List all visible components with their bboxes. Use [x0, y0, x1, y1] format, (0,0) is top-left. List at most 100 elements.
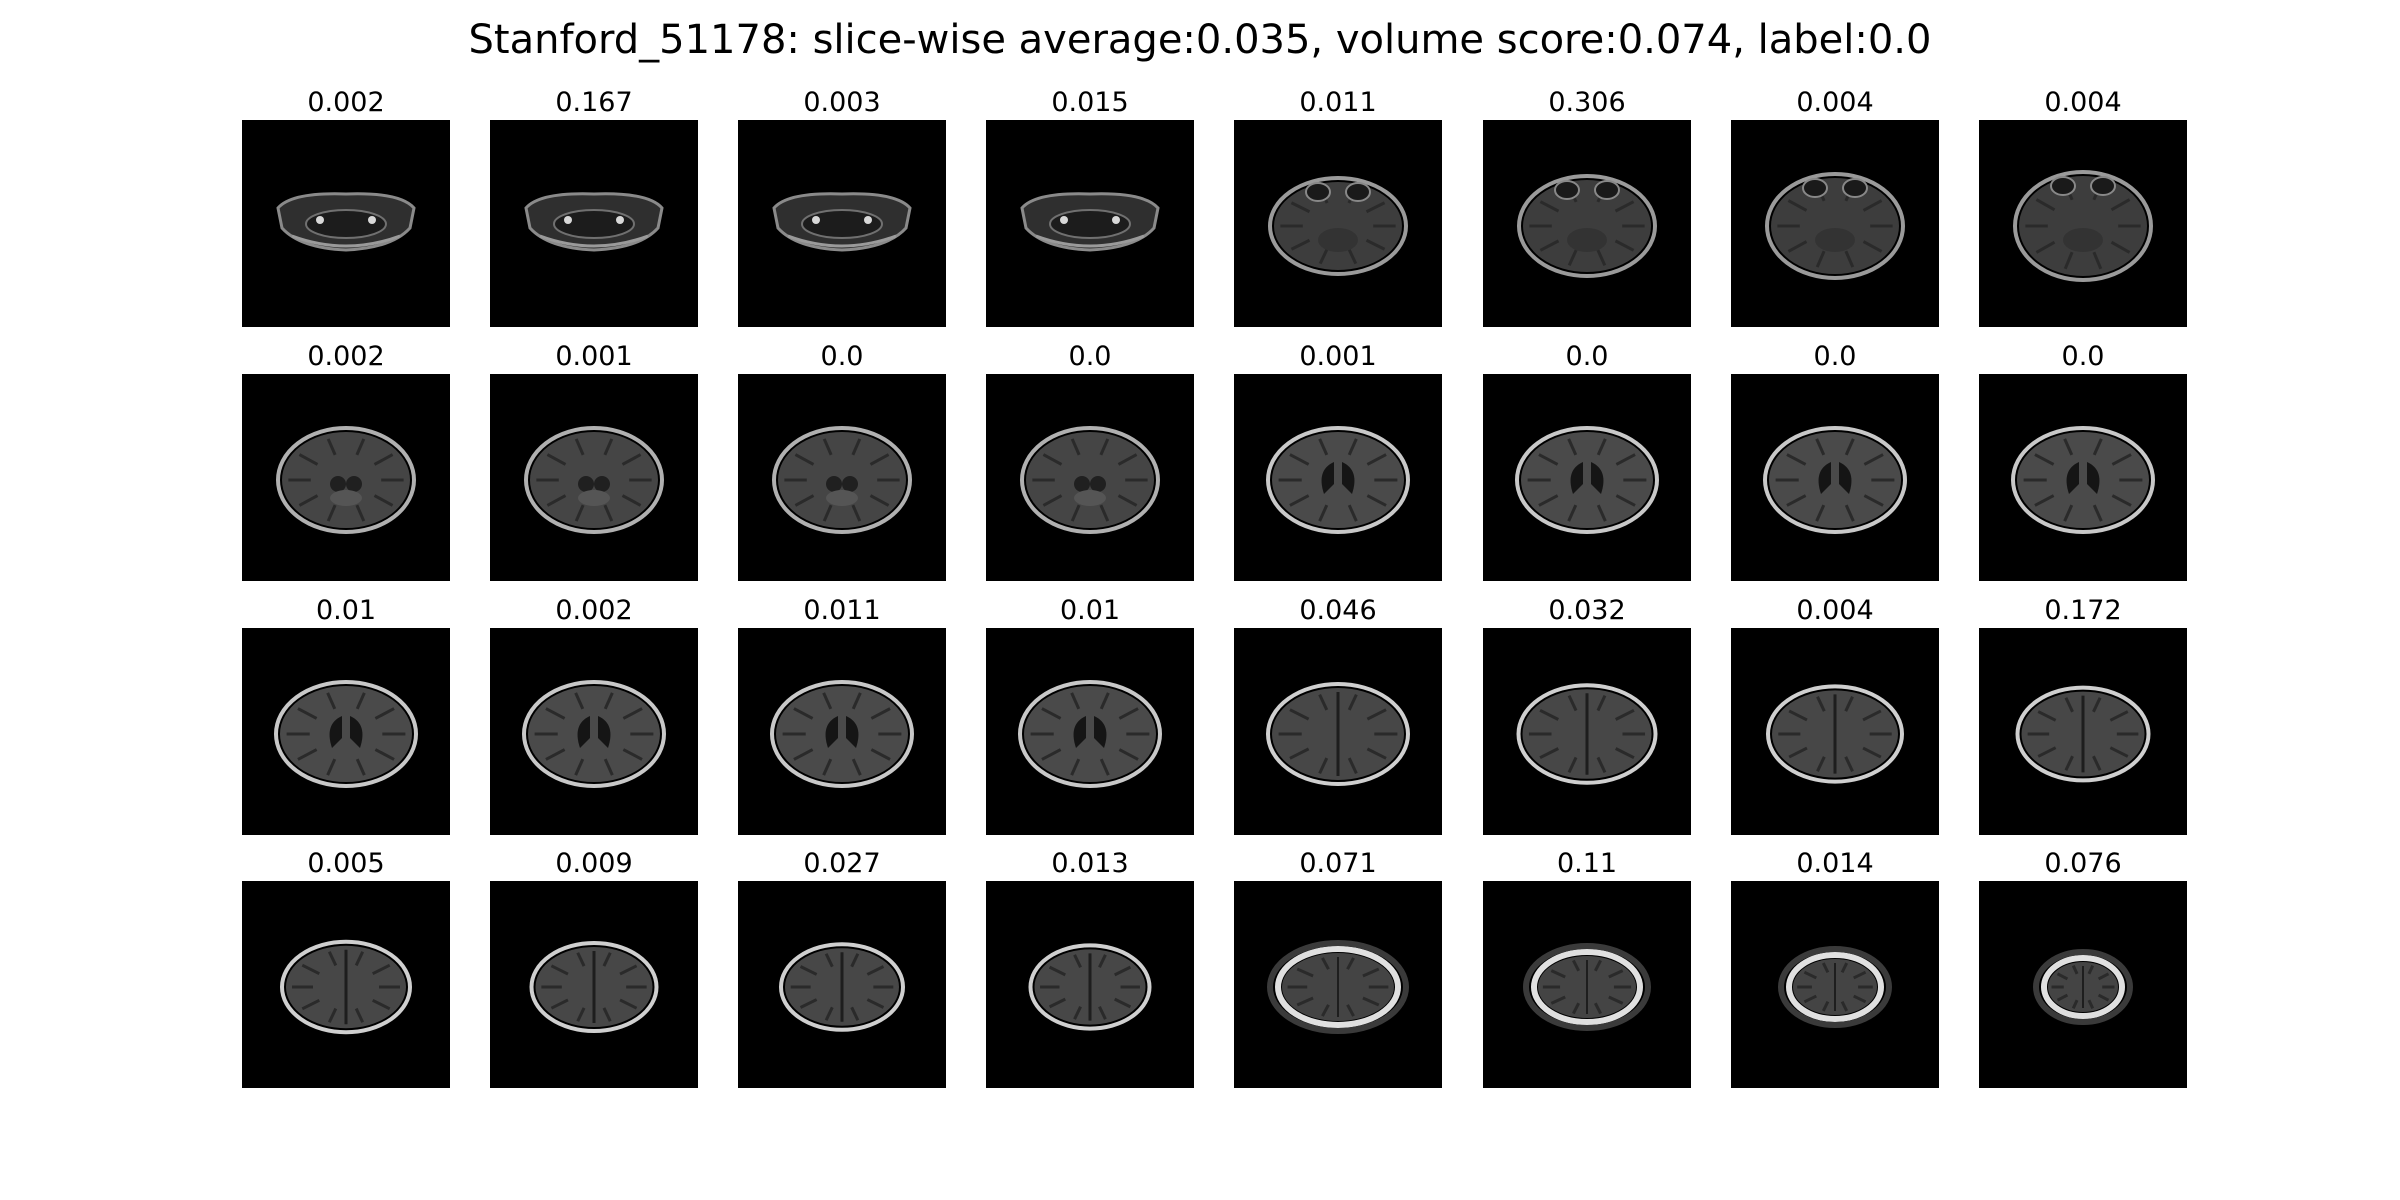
mri-slice-image: [738, 881, 946, 1088]
slice-panel: 0.004: [1979, 86, 2187, 327]
slice-panel: 0.0: [986, 340, 1194, 581]
mri-slice-image: [242, 628, 450, 835]
slice-score: 0.01: [1059, 595, 1121, 626]
mri-slice-image: [242, 374, 450, 581]
mri-slice-graphic: [1234, 374, 1442, 581]
slice-score: 0.0: [1068, 341, 1112, 372]
mri-slice-image: [1979, 374, 2187, 581]
mri-slice-image: [986, 120, 1194, 327]
mri-slice-image: [242, 120, 450, 327]
mri-slice-image: [1979, 881, 2187, 1088]
mri-slice-graphic: [1234, 881, 1442, 1088]
mri-slice-image: [490, 120, 698, 327]
slice-panel: 0.071: [1234, 847, 1442, 1088]
mri-slice-graphic: [1483, 374, 1691, 581]
slice-score: 0.01: [315, 595, 377, 626]
mri-slice-graphic: [242, 881, 450, 1088]
slice-score: 0.004: [1796, 87, 1874, 118]
mri-slice-image: [1234, 120, 1442, 327]
slice-panel: 0.013: [986, 847, 1194, 1088]
mri-slice-image: [1731, 374, 1939, 581]
mri-slice-image: [1234, 881, 1442, 1088]
slice-panel: 0.004: [1731, 86, 1939, 327]
mri-slice-graphic: [1483, 881, 1691, 1088]
mri-slice-image: [1234, 628, 1442, 835]
slice-panel: 0.11: [1483, 847, 1691, 1088]
mri-slice-graphic: [986, 628, 1194, 835]
mri-slice-graphic: [1979, 628, 2187, 835]
mri-slice-image: [1483, 374, 1691, 581]
slice-score: 0.013: [1051, 848, 1129, 879]
mri-slice-graphic: [738, 628, 946, 835]
slice-panel: 0.172: [1979, 594, 2187, 835]
mri-slice-graphic: [1979, 881, 2187, 1088]
slice-score: 0.002: [307, 87, 385, 118]
slice-panel: 0.002: [242, 340, 450, 581]
mri-slice-graphic: [1979, 374, 2187, 581]
slice-score: 0.014: [1796, 848, 1874, 879]
mri-slice-graphic: [1483, 120, 1691, 327]
slice-score: 0.0: [820, 341, 864, 372]
mri-slice-image: [1731, 881, 1939, 1088]
mri-slice-image: [1483, 881, 1691, 1088]
mri-slice-image: [1483, 120, 1691, 327]
figure-title: Stanford_51178: slice-wise average:0.035…: [468, 17, 1932, 63]
slice-score: 0.015: [1051, 87, 1129, 118]
slice-panel: 0.01: [242, 594, 450, 835]
mri-slice-graphic: [986, 374, 1194, 581]
mri-slice-image: [738, 374, 946, 581]
slice-panel: 0.014: [1731, 847, 1939, 1088]
mri-slice-graphic: [242, 120, 450, 327]
mri-slice-image: [242, 881, 450, 1088]
mri-slice-graphic: [1483, 628, 1691, 835]
mri-slice-graphic: [490, 881, 698, 1088]
slice-panel: 0.011: [1234, 86, 1442, 327]
slice-panel: 0.001: [490, 340, 698, 581]
mri-slice-image: [986, 881, 1194, 1088]
slice-score: 0.0: [2061, 341, 2105, 372]
slice-score: 0.002: [555, 595, 633, 626]
mri-slice-image: [490, 881, 698, 1088]
slice-panel: 0.002: [490, 594, 698, 835]
slice-score: 0.011: [803, 595, 881, 626]
slice-panel: 0.005: [242, 847, 450, 1088]
mri-slice-image: [986, 628, 1194, 835]
mri-slice-graphic: [1234, 628, 1442, 835]
mri-slice-graphic: [1731, 628, 1939, 835]
mri-slice-image: [986, 374, 1194, 581]
slice-panel: 0.011: [738, 594, 946, 835]
mri-slice-image: [490, 374, 698, 581]
mri-slice-graphic: [738, 881, 946, 1088]
slice-score: 0.005: [307, 848, 385, 879]
slice-panel: 0.306: [1483, 86, 1691, 327]
mri-slice-graphic: [1234, 120, 1442, 327]
slice-panel: 0.001: [1234, 340, 1442, 581]
mri-slice-image: [738, 120, 946, 327]
mri-slice-graphic: [490, 120, 698, 327]
slice-score: 0.071: [1299, 848, 1377, 879]
mri-slice-graphic: [1731, 374, 1939, 581]
mri-slice-image: [1483, 628, 1691, 835]
slice-panel: 0.009: [490, 847, 698, 1088]
mri-slice-graphic: [490, 628, 698, 835]
slice-score: 0.167: [555, 87, 633, 118]
mri-slice-graphic: [986, 120, 1194, 327]
mri-slice-graphic: [738, 120, 946, 327]
slice-panel: 0.076: [1979, 847, 2187, 1088]
slice-score: 0.032: [1548, 595, 1626, 626]
slice-score: 0.011: [1299, 87, 1377, 118]
mri-slice-graphic: [738, 374, 946, 581]
mri-slice-graphic: [1731, 881, 1939, 1088]
mri-slice-image: [1979, 120, 2187, 327]
slice-panel: 0.01: [986, 594, 1194, 835]
mri-slice-graphic: [986, 881, 1194, 1088]
mri-slice-graphic: [1731, 120, 1939, 327]
slice-score: 0.306: [1548, 87, 1626, 118]
slice-score: 0.0: [1813, 341, 1857, 372]
slice-score: 0.002: [307, 341, 385, 372]
slice-score: 0.172: [2044, 595, 2122, 626]
mri-slice-graphic: [242, 374, 450, 581]
slice-score: 0.046: [1299, 595, 1377, 626]
mri-slice-image: [490, 628, 698, 835]
